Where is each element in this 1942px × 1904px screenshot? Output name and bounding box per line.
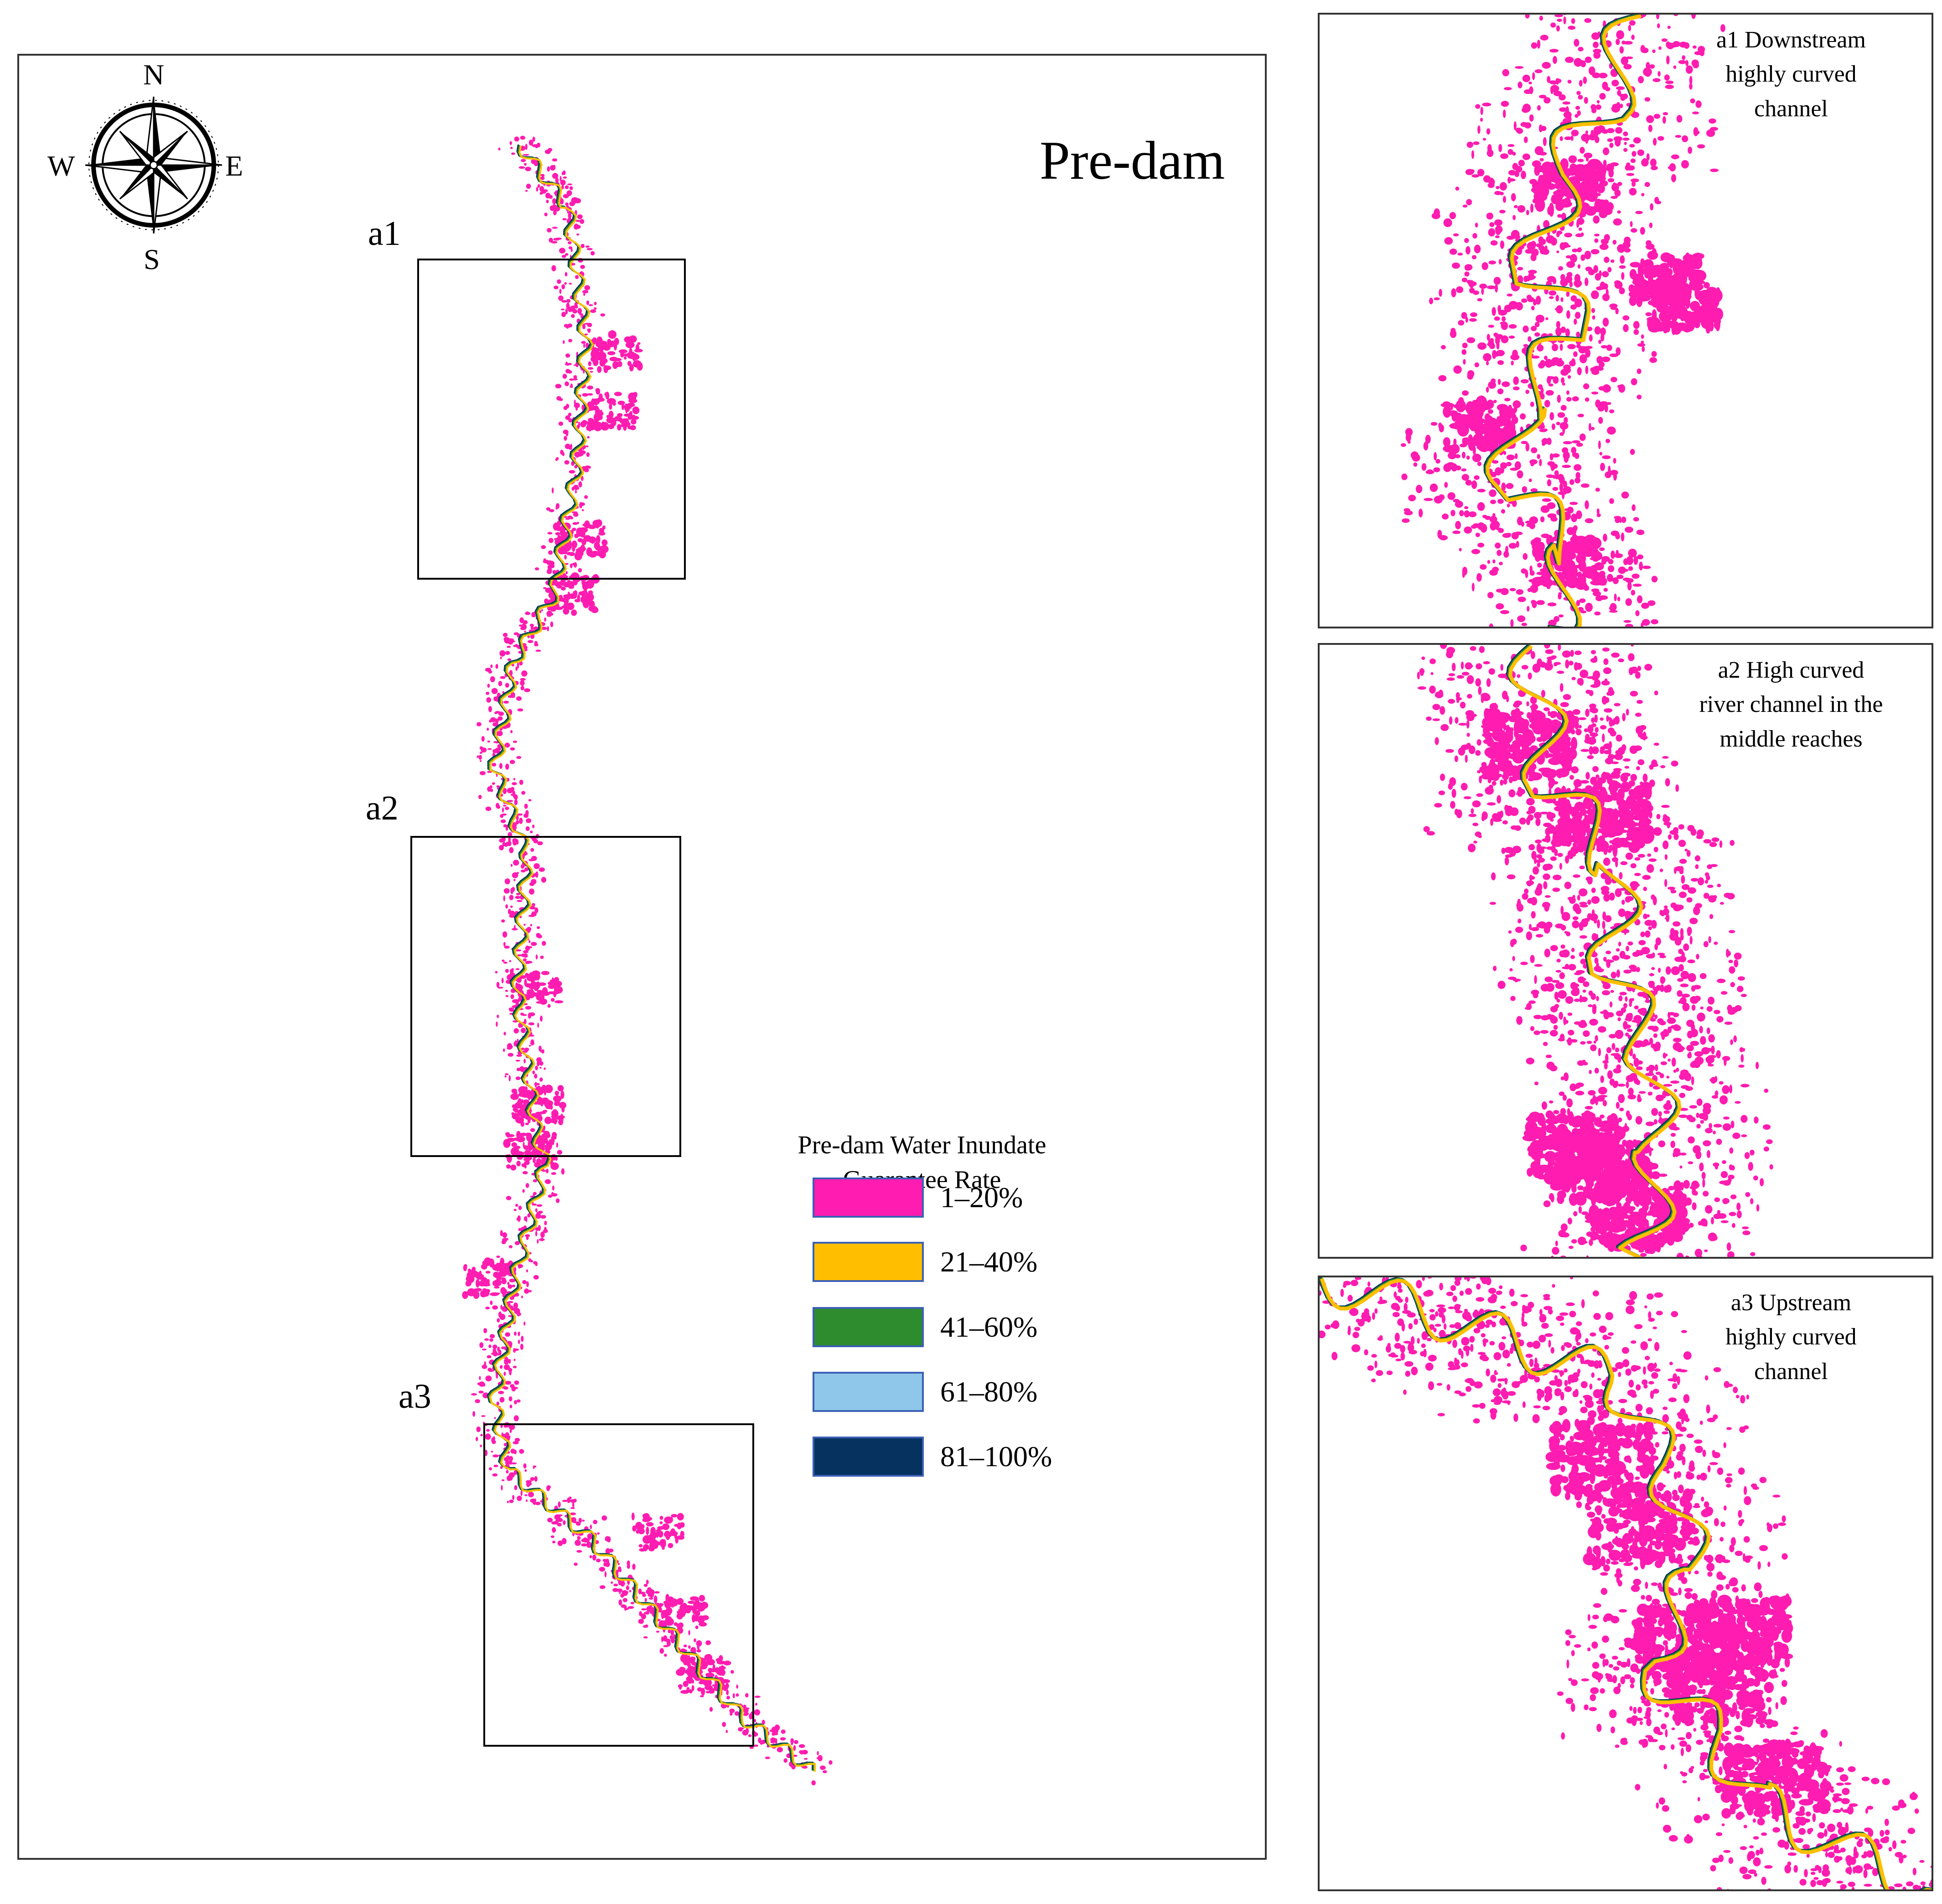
compass-west-label: W	[47, 150, 75, 182]
inset-a2-caption-line2: river channel in the	[1699, 691, 1883, 718]
main-map-canvas	[410, 135, 833, 1785]
inset-a2-caption: a2 High curved river channel in the midd…	[1654, 653, 1928, 756]
compass-north-label: N	[143, 58, 165, 91]
compass-rose: N S E W	[47, 58, 252, 274]
legend-label: 1–20%	[940, 1181, 1023, 1214]
inset-a3-caption-line2: highly curved	[1725, 1324, 1857, 1350]
legend-item-61-80: 61–80%	[813, 1372, 1037, 1412]
inset-a3-caption-line1: a3 Upstream	[1730, 1290, 1852, 1316]
inset-a1-inundation-layer	[1400, 15, 1725, 627]
inset-a2-caption-line1: a2 High curved	[1718, 657, 1864, 683]
inset-map-a3: a3 Upstream highly curved channel	[1318, 1276, 1933, 1891]
legend-label: 61–80%	[940, 1375, 1038, 1408]
inset-a1-caption-line2: highly curved	[1725, 61, 1857, 88]
legend-swatch	[813, 1242, 924, 1282]
legend-swatch	[813, 1178, 924, 1218]
legend-label: 81–100%	[940, 1440, 1052, 1473]
zoom-box-a1[interactable]	[417, 259, 686, 580]
zoom-box-a2[interactable]	[410, 836, 681, 1157]
inset-a2-inundation-layer	[1417, 645, 1773, 1257]
inset-map-a2: a2 High curved river channel in the midd…	[1318, 643, 1933, 1259]
main-map-frame: Pre-dam	[17, 54, 1267, 1860]
compass-south-label: S	[144, 243, 160, 275]
map-title: Pre-dam	[1040, 130, 1225, 191]
inset-a1-canvas	[1400, 15, 1725, 627]
compass-east-label: E	[225, 150, 243, 182]
legend-item-1-20: 1–20%	[813, 1178, 1023, 1218]
legend-label: 21–40%	[940, 1245, 1038, 1278]
inset-a1-caption: a1 Downstream highly curved channel	[1654, 23, 1928, 126]
inset-a3-caption: a3 Upstream highly curved channel	[1654, 1286, 1928, 1389]
inset-a3-inundation-layer	[1320, 1277, 1932, 1889]
compass-star-icon	[85, 96, 223, 234]
legend-item-21-40: 21–40%	[813, 1242, 1037, 1282]
legend-item-81-100: 81–100%	[813, 1437, 1052, 1477]
legend-title-line1: Pre-dam Water Inundate	[798, 1131, 1046, 1159]
inset-a2-canvas	[1417, 645, 1773, 1257]
inset-map-a1: a1 Downstream highly curved channel	[1318, 13, 1933, 628]
zoom-box-a3[interactable]	[483, 1423, 754, 1747]
legend-swatch	[813, 1307, 924, 1347]
inset-a3-canvas	[1320, 1277, 1932, 1889]
inset-a3-caption-line3: channel	[1754, 1358, 1828, 1385]
legend-item-41-60: 41–60%	[813, 1307, 1037, 1347]
legend-swatch	[813, 1437, 924, 1477]
zoom-box-a3-label: a3	[399, 1377, 431, 1416]
zoom-box-a1-label: a1	[368, 214, 401, 253]
river-inundation-layer	[462, 135, 833, 1785]
inset-a2-caption-line3: middle reaches	[1719, 726, 1863, 752]
inset-a1-caption-line1: a1 Downstream	[1716, 27, 1866, 53]
inset-a1-caption-line3: channel	[1754, 95, 1828, 122]
legend-label: 41–60%	[940, 1311, 1038, 1343]
zoom-box-a2-label: a2	[366, 789, 399, 827]
legend-swatch	[813, 1372, 924, 1412]
